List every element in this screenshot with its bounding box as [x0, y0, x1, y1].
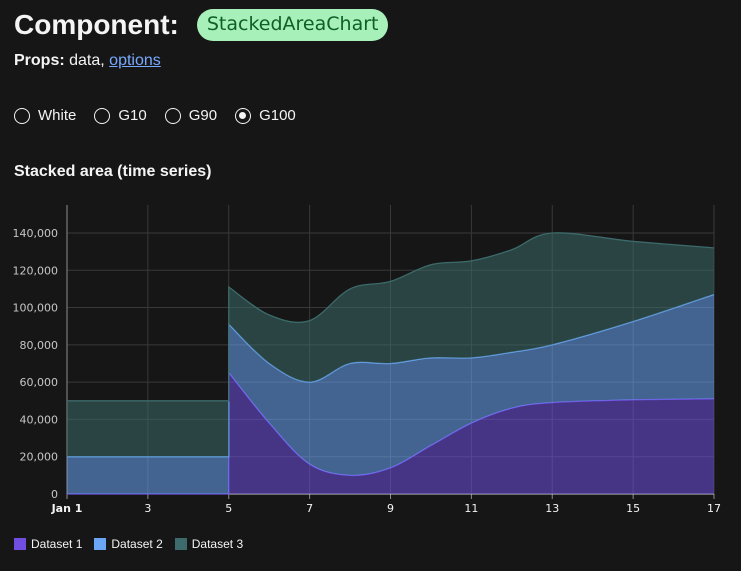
theme-option-g10[interactable]: G10 — [94, 106, 147, 126]
x-tick-label: 3 — [144, 502, 151, 515]
legend-item-dataset-1[interactable]: Dataset 1 — [14, 537, 82, 551]
x-tick-label: Jan 1 — [51, 502, 83, 515]
line-dataset-3 — [67, 232, 715, 402]
y-tick-label: 100,000 — [13, 302, 59, 315]
theme-option-g100[interactable]: G100 — [235, 106, 296, 126]
chart-title: Stacked area (time series) — [14, 163, 212, 180]
y-tick-label: 0 — [51, 488, 58, 501]
stacked-area-chart: 0 20,000 40,000 60,000 80,000 100,000 120,000 1… — [13, 205, 721, 515]
x-tick-label: 7 — [306, 502, 313, 515]
theme-option-g90[interactable]: G90 — [164, 106, 218, 126]
radio-g10[interactable] — [94, 108, 111, 124]
x-tick-label: 11 — [464, 502, 478, 515]
area-dataset-2 — [67, 294, 714, 494]
radio-g100[interactable] — [235, 108, 252, 124]
x-tick-label: 15 — [626, 502, 640, 515]
x-tick-label: 17 — [707, 502, 721, 515]
y-tick-label: 40,000 — [20, 413, 59, 426]
y-tick-label: 20,000 — [20, 451, 59, 464]
x-tick-label: 9 — [387, 502, 394, 515]
component-label: Component: — [14, 9, 179, 40]
theme-option-white[interactable]: White — [14, 106, 76, 126]
theme-option-label: G10 — [118, 107, 147, 124]
theme-option-label: White — [38, 107, 77, 124]
theme-option-label: G100 — [259, 107, 296, 124]
radio-g90[interactable] — [164, 108, 181, 124]
x-tick-label: 13 — [545, 502, 559, 515]
x-tick-label: 5 — [225, 502, 232, 515]
legend-swatch-dataset-3 — [174, 538, 187, 550]
legend-label: Dataset 1 — [31, 537, 83, 551]
legend-swatch-dataset-1 — [14, 538, 26, 550]
area-dataset-3 — [67, 232, 714, 457]
props-label: Props: — [14, 52, 65, 69]
y-tick-label: 120,000 — [13, 264, 59, 277]
legend-label: Dataset 2 — [111, 537, 163, 551]
props-line: Props: data, options — [14, 51, 161, 71]
radio-white[interactable] — [14, 108, 30, 124]
y-tick-label: 80,000 — [20, 339, 59, 352]
props-data-text: data, — [69, 52, 105, 69]
page-header: Component: StackedAreaChart — [14, 8, 389, 42]
theme-option-label: G90 — [188, 107, 218, 124]
component-name-tag: StackedAreaChart — [196, 9, 389, 41]
options-link[interactable]: options — [109, 52, 161, 69]
legend-label: Dataset 3 — [191, 537, 244, 551]
legend-swatch-dataset-2 — [94, 538, 107, 550]
chart-legend: Dataset 1 Dataset 2 Dataset 3 — [14, 537, 243, 551]
y-tick-label: 140,000 — [13, 227, 59, 240]
y-tick-label: 60,000 — [20, 376, 59, 389]
legend-item-dataset-2[interactable]: Dataset 2 — [94, 537, 163, 551]
legend-item-dataset-3[interactable]: Dataset 3 — [174, 537, 244, 551]
theme-radio-group: White G10 G90 G100 — [14, 106, 296, 126]
